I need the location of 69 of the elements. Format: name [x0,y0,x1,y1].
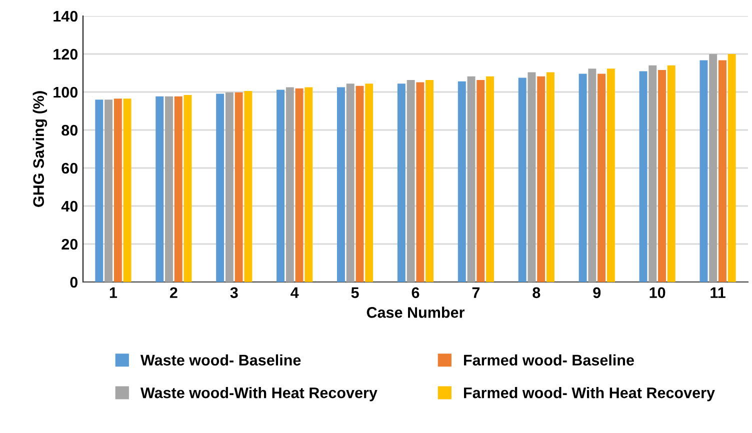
bar [486,76,494,282]
bar [588,68,596,282]
bar [216,94,224,282]
bar [648,65,657,282]
x-tick-label: 10 [650,287,666,298]
bar [234,92,243,282]
bar [156,96,164,282]
bar [174,96,182,282]
bar [639,71,648,282]
bar [286,87,294,282]
bar [709,54,718,282]
bar [578,74,587,282]
bar [295,88,304,282]
bar [406,80,415,282]
x-tick-label: 6 [412,287,420,298]
y-tick-label: 120 [54,48,78,60]
bar [165,96,173,282]
y-tick-label: 80 [62,124,78,136]
bar [667,65,676,282]
bar [518,78,526,282]
bar [700,60,708,282]
x-tick-label: 7 [472,287,480,298]
bar [546,72,554,282]
bar [114,98,122,282]
bar [365,84,374,282]
bar [598,74,606,282]
bar [304,87,313,282]
bar [426,80,434,282]
bar [123,98,132,282]
x-tick-label: 11 [710,287,726,298]
bar [416,82,424,282]
x-tick-label: 9 [593,287,601,298]
y-tick-label: 60 [62,162,78,174]
y-tick-label: 20 [62,238,78,250]
bar [95,100,104,282]
bar [225,92,234,282]
bar [346,84,354,282]
x-tick-label: 3 [230,287,238,298]
bar [244,91,252,282]
bar [104,100,113,282]
bar [537,76,546,282]
x-axis-title: Case Number [366,306,465,318]
bar [337,87,345,282]
y-tick-label: 0 [70,276,78,288]
x-tick-label: 4 [290,287,299,298]
bar [458,81,466,282]
x-tick-label: 8 [532,287,540,298]
x-tick-label: 1 [110,287,118,298]
legend-label: Waste wood- Baseline [140,354,301,366]
legend-label: Waste wood-With Heat Recovery [140,387,378,402]
bar [467,76,476,282]
y-tick-label: 140 [54,10,78,22]
bar [718,60,726,282]
bar [528,72,536,282]
bar [356,86,364,282]
bar [658,70,666,282]
y-axis-title: GHG Saving (%) [32,91,48,207]
bar [397,84,406,282]
bar [476,80,485,282]
y-tick-label: 40 [61,200,78,212]
x-tick-label: 5 [351,287,359,298]
legend-label: Farmed wood- With Heat Recovery [464,387,715,402]
legend-label: Farmed wood- Baseline [464,354,634,366]
bar [184,95,192,282]
bar [606,68,615,282]
x-tick-label: 2 [170,287,178,298]
y-tick-label: 100 [54,86,78,98]
bar [276,90,285,282]
bar [728,54,736,282]
